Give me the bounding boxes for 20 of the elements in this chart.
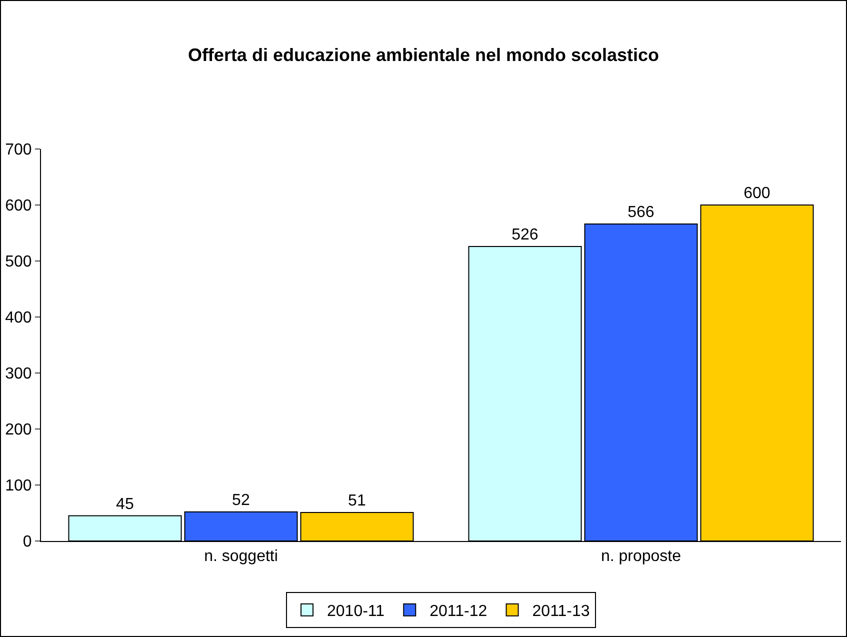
y-tick-label: 100 [5, 478, 32, 495]
x-tick-label: n. proposte [600, 548, 682, 566]
data-label: 600 [744, 185, 770, 202]
legend-label: 2011-13 [532, 603, 590, 620]
y-tick-label: 400 [5, 310, 32, 327]
legend-label: 2011-12 [430, 603, 488, 620]
data-label: 51 [348, 492, 366, 510]
y-tick-label: 200 [5, 422, 32, 439]
legend-label: 2010-11 [327, 603, 385, 620]
y-tick-label: 500 [5, 254, 32, 271]
data-label: 45 [116, 496, 134, 513]
data-label: 52 [232, 492, 250, 509]
y-tick-label: 700 [5, 142, 32, 159]
x-tick-label: n. soggetti [204, 548, 278, 566]
y-tick-label: 0 [22, 534, 32, 551]
y-tick-label: 300 [5, 366, 32, 383]
data-label: 566 [628, 204, 654, 222]
y-tick-label: 600 [5, 198, 32, 215]
chart-title: Offerta di educazione ambientale nel mondo scolastico [188, 45, 660, 66]
data-label: 526 [512, 226, 538, 244]
